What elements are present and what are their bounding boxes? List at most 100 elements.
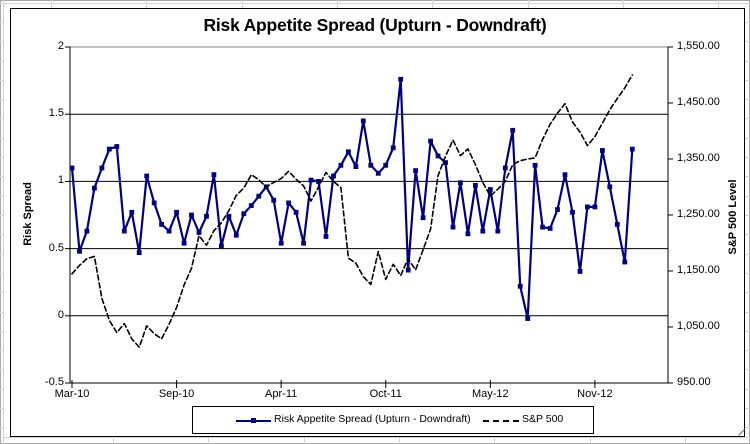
worksheet-cell-gridline: [745, 80, 750, 81]
risk-spread-data-marker: [540, 224, 545, 230]
risk-spread-data-marker: [286, 200, 291, 206]
worksheet-cell-gridline: [0, 138, 3, 139]
risk-spread-data-marker: [166, 228, 172, 234]
legend-swatch-risk-spread: [236, 418, 271, 423]
worksheet-cell-gridline: [745, 312, 750, 313]
worksheet-cell-gridline: [745, 369, 750, 370]
risk-spread-data-marker: [600, 148, 605, 153]
risk-spread-data-marker: [226, 213, 232, 219]
risk-spread-data-marker: [136, 250, 142, 255]
frame-corner-notch: [738, 428, 746, 436]
risk-spread-data-marker: [443, 160, 448, 165]
legend[interactable]: Risk Appetite Spread (Upturn - Downdraft…: [192, 406, 594, 434]
risk-spread-data-marker: [278, 240, 284, 246]
risk-spread-data-marker: [353, 164, 359, 169]
chart-object[interactable]: [10, 8, 745, 437]
risk-spread-data-marker: [241, 211, 247, 217]
x-axis-tick-label: Nov-12: [577, 388, 613, 400]
risk-spread-data-marker: [92, 185, 97, 191]
worksheet-cell-gridline: [718, 0, 719, 8]
risk-spread-data-marker: [405, 267, 411, 273]
risk-spread-data-marker: [502, 165, 508, 171]
right-axis-tick-label: 1,350.00: [677, 152, 720, 164]
worksheet-cell-gridline: [146, 0, 147, 8]
x-axis-tick-label: Oct-11: [369, 388, 402, 400]
risk-spread-data-marker: [368, 162, 374, 168]
worksheet-cell-gridline: [0, 427, 3, 428]
right-axis-tick-label: 950.00: [677, 376, 711, 388]
risk-spread-data-marker: [271, 197, 277, 203]
risk-spread-data-marker: [629, 146, 635, 152]
right-axis-tick-label: 1,550.00: [677, 40, 720, 52]
worksheet-cell-gridline: [745, 427, 750, 428]
risk-spread-data-marker: [547, 226, 553, 231]
left-axis-tick-label: 0: [57, 308, 64, 321]
right-axis-tick-label: 1,250.00: [677, 208, 720, 220]
chart-title: Risk Appetite Spread (Upturn - Downdraft…: [203, 15, 547, 35]
risk-spread-data-marker: [465, 231, 471, 237]
risk-spread-data-marker: [99, 165, 105, 171]
right-axis-tick-label: 1,150.00: [677, 264, 720, 276]
risk-spread-data-marker: [487, 187, 493, 192]
risk-spread-data-marker: [375, 170, 381, 176]
worksheet-cell-gridline: [745, 389, 750, 390]
legend-label-risk-spread: Risk Appetite Spread (Upturn - Downdraft…: [274, 413, 471, 425]
right-axis-tick-label: 1,050.00: [677, 320, 720, 332]
worksheet-cell-gridline: [0, 157, 3, 158]
worksheet-cell-gridline: [0, 437, 750, 438]
worksheet-cell-gridline: [208, 437, 209, 444]
worksheet-cell-gridline: [0, 254, 3, 255]
right-axis-title: S&P 500 Level: [727, 179, 739, 255]
risk-spread-data-marker: [159, 222, 164, 227]
worksheet-cell-gridline: [745, 61, 750, 62]
worksheet-cell-gridline: [0, 215, 3, 216]
worksheet-cell-gridline: [745, 331, 750, 332]
left-axis-tick-label: 0.5: [48, 241, 64, 254]
risk-spread-data-marker: [398, 76, 404, 82]
risk-spread-data-marker: [570, 209, 575, 215]
risk-spread-data-marker: [114, 144, 120, 149]
worksheet-cell-gridline: [0, 273, 3, 274]
worksheet-cell-gridline: [0, 80, 3, 81]
risk-spread-data-marker: [144, 173, 150, 179]
worksheet-cell-gridline: [3, 0, 4, 444]
worksheet-cell-gridline: [0, 369, 3, 370]
worksheet-cell-gridline: [745, 176, 750, 177]
worksheet-cell-gridline: [745, 41, 750, 42]
worksheet-cell-gridline: [0, 331, 3, 332]
risk-spread-data-marker: [517, 283, 523, 289]
risk-spread-data-marker: [510, 127, 516, 133]
risk-spread-data-marker: [323, 234, 329, 239]
worksheet-cell-gridline: [685, 437, 686, 444]
left-axis-tick-label: -0.5: [45, 376, 64, 388]
risk-spread-data-marker: [592, 204, 598, 210]
risk-spread-data-marker: [77, 248, 82, 254]
risk-spread-data-marker: [435, 153, 441, 159]
worksheet-cell-gridline: [0, 176, 3, 177]
risk-spread-data-marker: [181, 240, 187, 246]
worksheet-cell-gridline: [0, 350, 3, 351]
risk-spread-data-marker: [390, 145, 396, 151]
worksheet-cell-gridline: [0, 22, 3, 23]
risk-spread-data-marker: [585, 204, 590, 210]
risk-spread-data-marker: [555, 207, 560, 212]
worksheet-cell-gridline: [0, 118, 3, 119]
worksheet-cell-gridline: [51, 0, 52, 8]
risk-spread-data-marker: [196, 230, 202, 235]
worksheet-cell-gridline: [745, 408, 750, 409]
risk-spread-data-marker: [331, 173, 336, 179]
left-axis-tick-label: 2: [57, 40, 64, 52]
risk-spread-data-marker: [301, 240, 306, 246]
right-axis-tick-label: 1,450.00: [677, 96, 720, 108]
risk-spread-data-marker: [360, 118, 366, 124]
worksheet-cell-gridline: [745, 196, 750, 197]
risk-spread-data-marker: [121, 228, 127, 234]
risk-spread-data-marker: [473, 183, 478, 188]
risk-spread-data-marker: [562, 172, 568, 178]
worksheet-cell-gridline: [745, 350, 750, 351]
risk-spread-data-marker: [106, 146, 112, 152]
risk-spread-data-marker: [428, 138, 433, 144]
worksheet-cell-gridline: [745, 138, 750, 139]
risk-spread-data-marker: [129, 209, 135, 215]
worksheet-cell-gridline: [304, 437, 305, 444]
